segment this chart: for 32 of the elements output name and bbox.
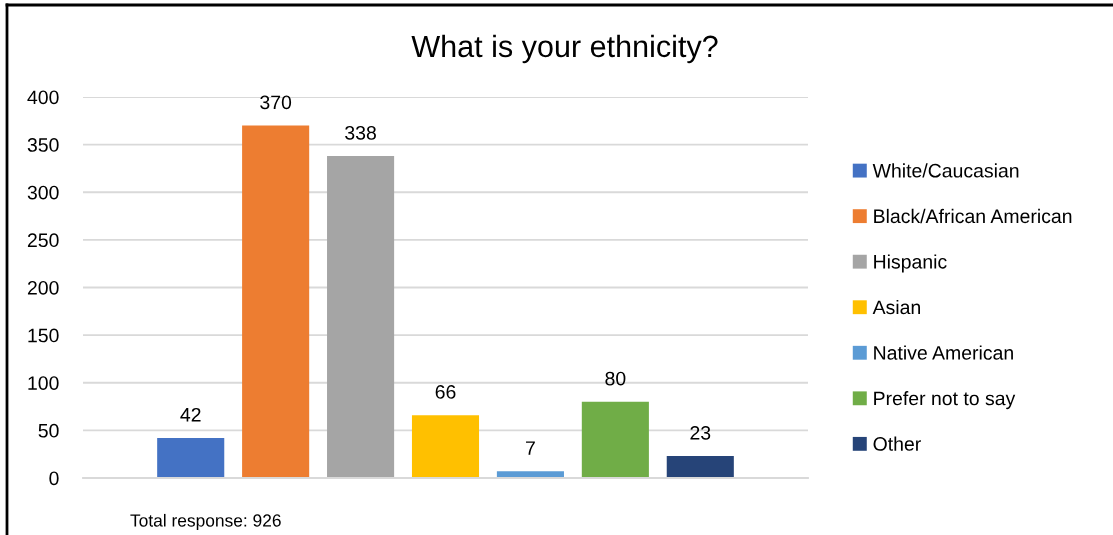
y-tick-label: 350	[27, 138, 59, 152]
text: Total response: 926	[130, 513, 281, 531]
y-tick-label: 150	[28, 328, 59, 343]
y-tick-label: 0	[49, 471, 59, 486]
bar	[242, 125, 310, 478]
chart-title: What is your ethnicity?	[411, 34, 718, 64]
bar	[666, 456, 734, 478]
y-tick-label: 200	[27, 280, 59, 295]
data-label: 66	[435, 385, 456, 399]
legend-label: White/Caucasian	[872, 163, 1019, 178]
legend-label: Black/African American	[874, 208, 1072, 224]
y-tick-label: 400	[27, 90, 59, 105]
bar	[157, 437, 225, 478]
y-tick-label: 300	[27, 185, 59, 200]
legend-label: Asian	[872, 299, 920, 315]
legend-label: Prefer not to say	[874, 391, 1016, 410]
data-label: 42	[180, 407, 201, 422]
y-tick-label: 250	[27, 233, 59, 248]
legend-label: Other	[873, 436, 921, 451]
bar	[581, 401, 649, 478]
data-label: 80	[605, 371, 626, 386]
legend-label: Hispanic	[874, 254, 947, 273]
bar	[496, 471, 564, 478]
bar	[327, 156, 395, 478]
data-label: 338	[345, 125, 376, 140]
data-label: 370	[260, 95, 292, 110]
legend-label: Native American	[874, 345, 1013, 360]
data-label: 7	[526, 441, 535, 455]
data-label: 23	[690, 425, 711, 440]
y-tick-label: 50	[38, 423, 59, 438]
bar	[411, 415, 480, 478]
y-tick-label: 100	[28, 376, 59, 390]
